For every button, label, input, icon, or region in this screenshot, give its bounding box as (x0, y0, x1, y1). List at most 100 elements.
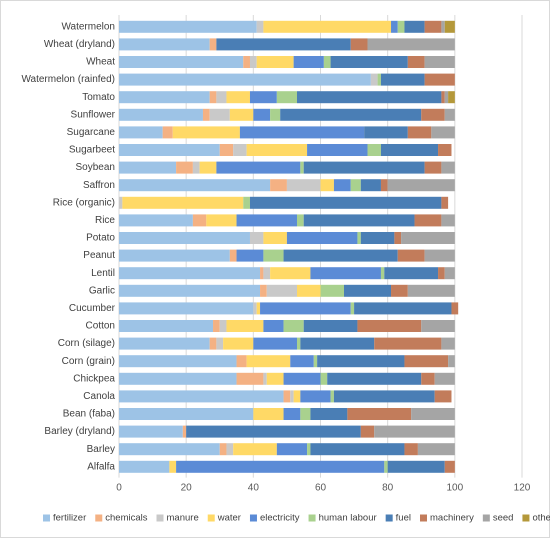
bar-segment-human-labour (323, 56, 331, 68)
bar-segment-manure (266, 284, 297, 297)
bar-segment-fuel (344, 284, 392, 297)
category-label: Wheat (dryland) (44, 39, 115, 50)
bar-segment-seed (444, 91, 449, 104)
bar-segment-chemicals (260, 267, 264, 280)
bar-segment-electricity (249, 91, 277, 104)
bar-segment-manure (192, 161, 200, 174)
bar-segment-chemicals (243, 56, 250, 68)
bar-segment-human-labour (330, 390, 334, 403)
bar-segment-fertilizer (119, 372, 237, 385)
bar-segment-human-labour (283, 320, 304, 332)
bar-segment-fertilizer (119, 161, 177, 174)
bar-segment-fuel (303, 214, 415, 227)
bar-segment-machinery (424, 73, 455, 86)
bar-segment-electricity (286, 232, 358, 244)
bar-segment-fertilizer (119, 337, 210, 350)
bar-segment-seed (411, 408, 455, 420)
bar-segment-human-labour (300, 161, 304, 174)
bar-segment-human-labour (276, 91, 297, 104)
bar-segment-water (206, 214, 237, 227)
bar-segment-electricity (293, 56, 324, 68)
bar-segment-machinery (380, 179, 388, 192)
legend-label: machinery (430, 513, 474, 524)
category-label: Canola (83, 391, 115, 402)
bar-segment-machinery (407, 126, 432, 139)
bar-segment-fertilizer (119, 73, 371, 86)
bar-segment-manure (256, 20, 264, 33)
bar-segment-water (296, 284, 321, 297)
bar-segment-seed (374, 425, 455, 438)
bar-segment-human-labour (367, 144, 381, 156)
bar-segment-fuel (310, 443, 405, 456)
legend: fertilizer chemicals manure water electricit… (43, 513, 550, 524)
bar-segment-fuel (317, 355, 405, 368)
bar-segment-machinery (357, 320, 422, 332)
bar-segment-water (256, 302, 261, 315)
bar-segment-fuel (354, 302, 452, 315)
bar-segment-seed (424, 56, 455, 68)
bar-segment-chemicals (283, 390, 291, 403)
bar-segment-fuel (327, 372, 422, 385)
bar-segment-manure (216, 337, 224, 350)
bar-segment-machinery (424, 20, 442, 33)
bar-segment-machinery (350, 38, 368, 51)
bar-segment-chemicals (209, 38, 217, 51)
category-label: Cotton (86, 321, 115, 332)
bar-segment-chemicals (162, 126, 173, 139)
legend-label: fuel (396, 513, 411, 524)
legend-label: electricity (260, 513, 300, 524)
x-tick-label: 60 (315, 483, 327, 494)
bar-segment-seed (417, 443, 455, 456)
bar-segment-machinery (438, 267, 445, 280)
category-labels: Watermelon Wheat (dryland) Wheat Watermelon… (21, 21, 115, 472)
bar-segment-fuel (296, 91, 442, 104)
bar-segment-fuel (249, 196, 442, 209)
category-label: Sugarcane (67, 127, 116, 138)
bar-segment-fertilizer (119, 284, 261, 297)
bar-segment-water (122, 196, 244, 209)
bar-segment-electricity (310, 267, 381, 280)
bar-segment-water (320, 179, 334, 192)
bar-segment-manure (290, 390, 294, 403)
bar-segment-manure (286, 179, 321, 192)
category-label: Watermelon (61, 21, 115, 32)
bar-segment-manure (233, 144, 247, 156)
bar-segment-manure (263, 372, 267, 385)
bar-segment-water (233, 443, 277, 456)
x-tick-label: 20 (181, 483, 193, 494)
bar-segment-fertilizer (119, 249, 230, 262)
bar-segment-fertilizer (119, 56, 244, 68)
bar-segment-machinery (360, 425, 375, 438)
bar-segment-water (270, 267, 311, 280)
bar-segment-electricity (290, 355, 314, 368)
bar-segment-machinery (451, 302, 459, 315)
bar-segment-fertilizer (119, 267, 261, 280)
bar-segment-machinery (424, 161, 442, 174)
legend-swatch (308, 514, 316, 522)
bar-segment-seed (434, 372, 455, 385)
bar-segment-fertilizer (119, 390, 284, 403)
bar-segment-seed (444, 108, 455, 121)
category-label: Bean (faba) (63, 409, 115, 420)
category-label: Corn (grain) (62, 356, 115, 367)
bar-segment-manure (249, 232, 264, 244)
bar-segment-fertilizer (119, 320, 214, 332)
bar-segment-chemicals (209, 91, 217, 104)
bar-segment-human-labour (350, 179, 361, 192)
bar-segment-fertilizer (119, 108, 203, 121)
bar-segment-seed (431, 126, 455, 139)
bar-segment-human-labour (320, 284, 345, 297)
bar-segment-electricity (276, 443, 308, 456)
bar-segment-electricity (176, 460, 385, 473)
legend-swatch (207, 514, 215, 522)
bar-segment-fertilizer (119, 126, 163, 139)
legend-label: fertilizer (53, 513, 86, 524)
bar-segment-chemicals (192, 214, 207, 227)
bar-segment-others (448, 91, 455, 104)
bar-segment-chemicals (219, 443, 227, 456)
category-label: Alfalfa (87, 461, 115, 472)
bar-segment-fertilizer (119, 179, 271, 192)
bar-segment-electricity (263, 320, 284, 332)
bar-segment-machinery (414, 214, 442, 227)
bar-segment-human-labour (307, 443, 311, 456)
